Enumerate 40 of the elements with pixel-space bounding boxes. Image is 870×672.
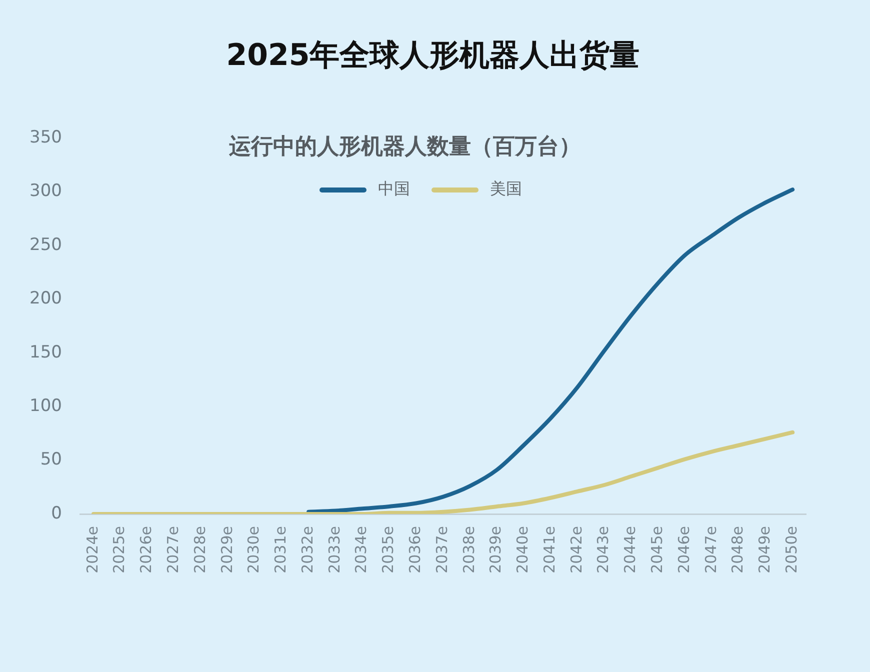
x-tick-label: 2035e <box>379 526 398 574</box>
y-tick-label: 350 <box>30 127 62 148</box>
x-tick-label: 2028e <box>190 526 209 574</box>
x-tick-label: 2045e <box>648 526 666 574</box>
line-series <box>91 430 795 514</box>
x-tick-label: 2050e <box>782 526 800 574</box>
chart-subtitle: 运行中的人形机器人数量（百万台） <box>228 134 581 160</box>
x-tick-label: 2024e <box>83 526 102 574</box>
x-tick-label: 2034e <box>352 526 370 574</box>
y-tick-label: 200 <box>30 288 62 309</box>
x-tick-label: 2049e <box>756 526 774 574</box>
x-tick-label: 2043e <box>594 526 612 574</box>
x-tick-label: 2036e <box>406 526 424 574</box>
x-tick-label: 2033e <box>325 526 344 574</box>
x-tick-label: 2044e <box>621 526 640 574</box>
y-tick-label: 50 <box>40 450 62 470</box>
legend-label: 美国 <box>490 179 522 198</box>
x-tick-label: 2048e <box>728 526 747 574</box>
x-tick-label: 2039e <box>486 526 505 574</box>
x-tick-label: 2040e <box>514 526 532 574</box>
x-tick-label: 2038e <box>460 526 478 574</box>
chart-title: 2025年全球人形机器人出货量 <box>226 38 640 73</box>
x-tick-label: 2031e <box>272 526 290 574</box>
x-tick-label: 2046e <box>674 526 693 574</box>
x-tick-label: 2030e <box>244 526 263 574</box>
x-tick-label: 2025e <box>110 526 128 574</box>
y-tick-label: 150 <box>30 342 62 362</box>
x-tick-label: 2027e <box>164 526 182 574</box>
x-tick-label: 2042e <box>567 526 586 574</box>
x-tick-label: 2037e <box>432 526 451 574</box>
y-tick-label: 100 <box>30 396 62 416</box>
x-tick-label: 2041e <box>540 526 558 574</box>
x-tick-label: 2032e <box>298 526 316 574</box>
y-tick-label: 250 <box>30 234 62 255</box>
x-tick-label: 2026e <box>137 526 156 574</box>
x-tick-label: 2029e <box>218 526 236 574</box>
y-tick-label: 300 <box>30 181 62 202</box>
x-tick-label: 2047e <box>702 526 720 574</box>
legend-label: 中国 <box>378 179 410 198</box>
y-tick-label: 0 <box>51 503 62 524</box>
